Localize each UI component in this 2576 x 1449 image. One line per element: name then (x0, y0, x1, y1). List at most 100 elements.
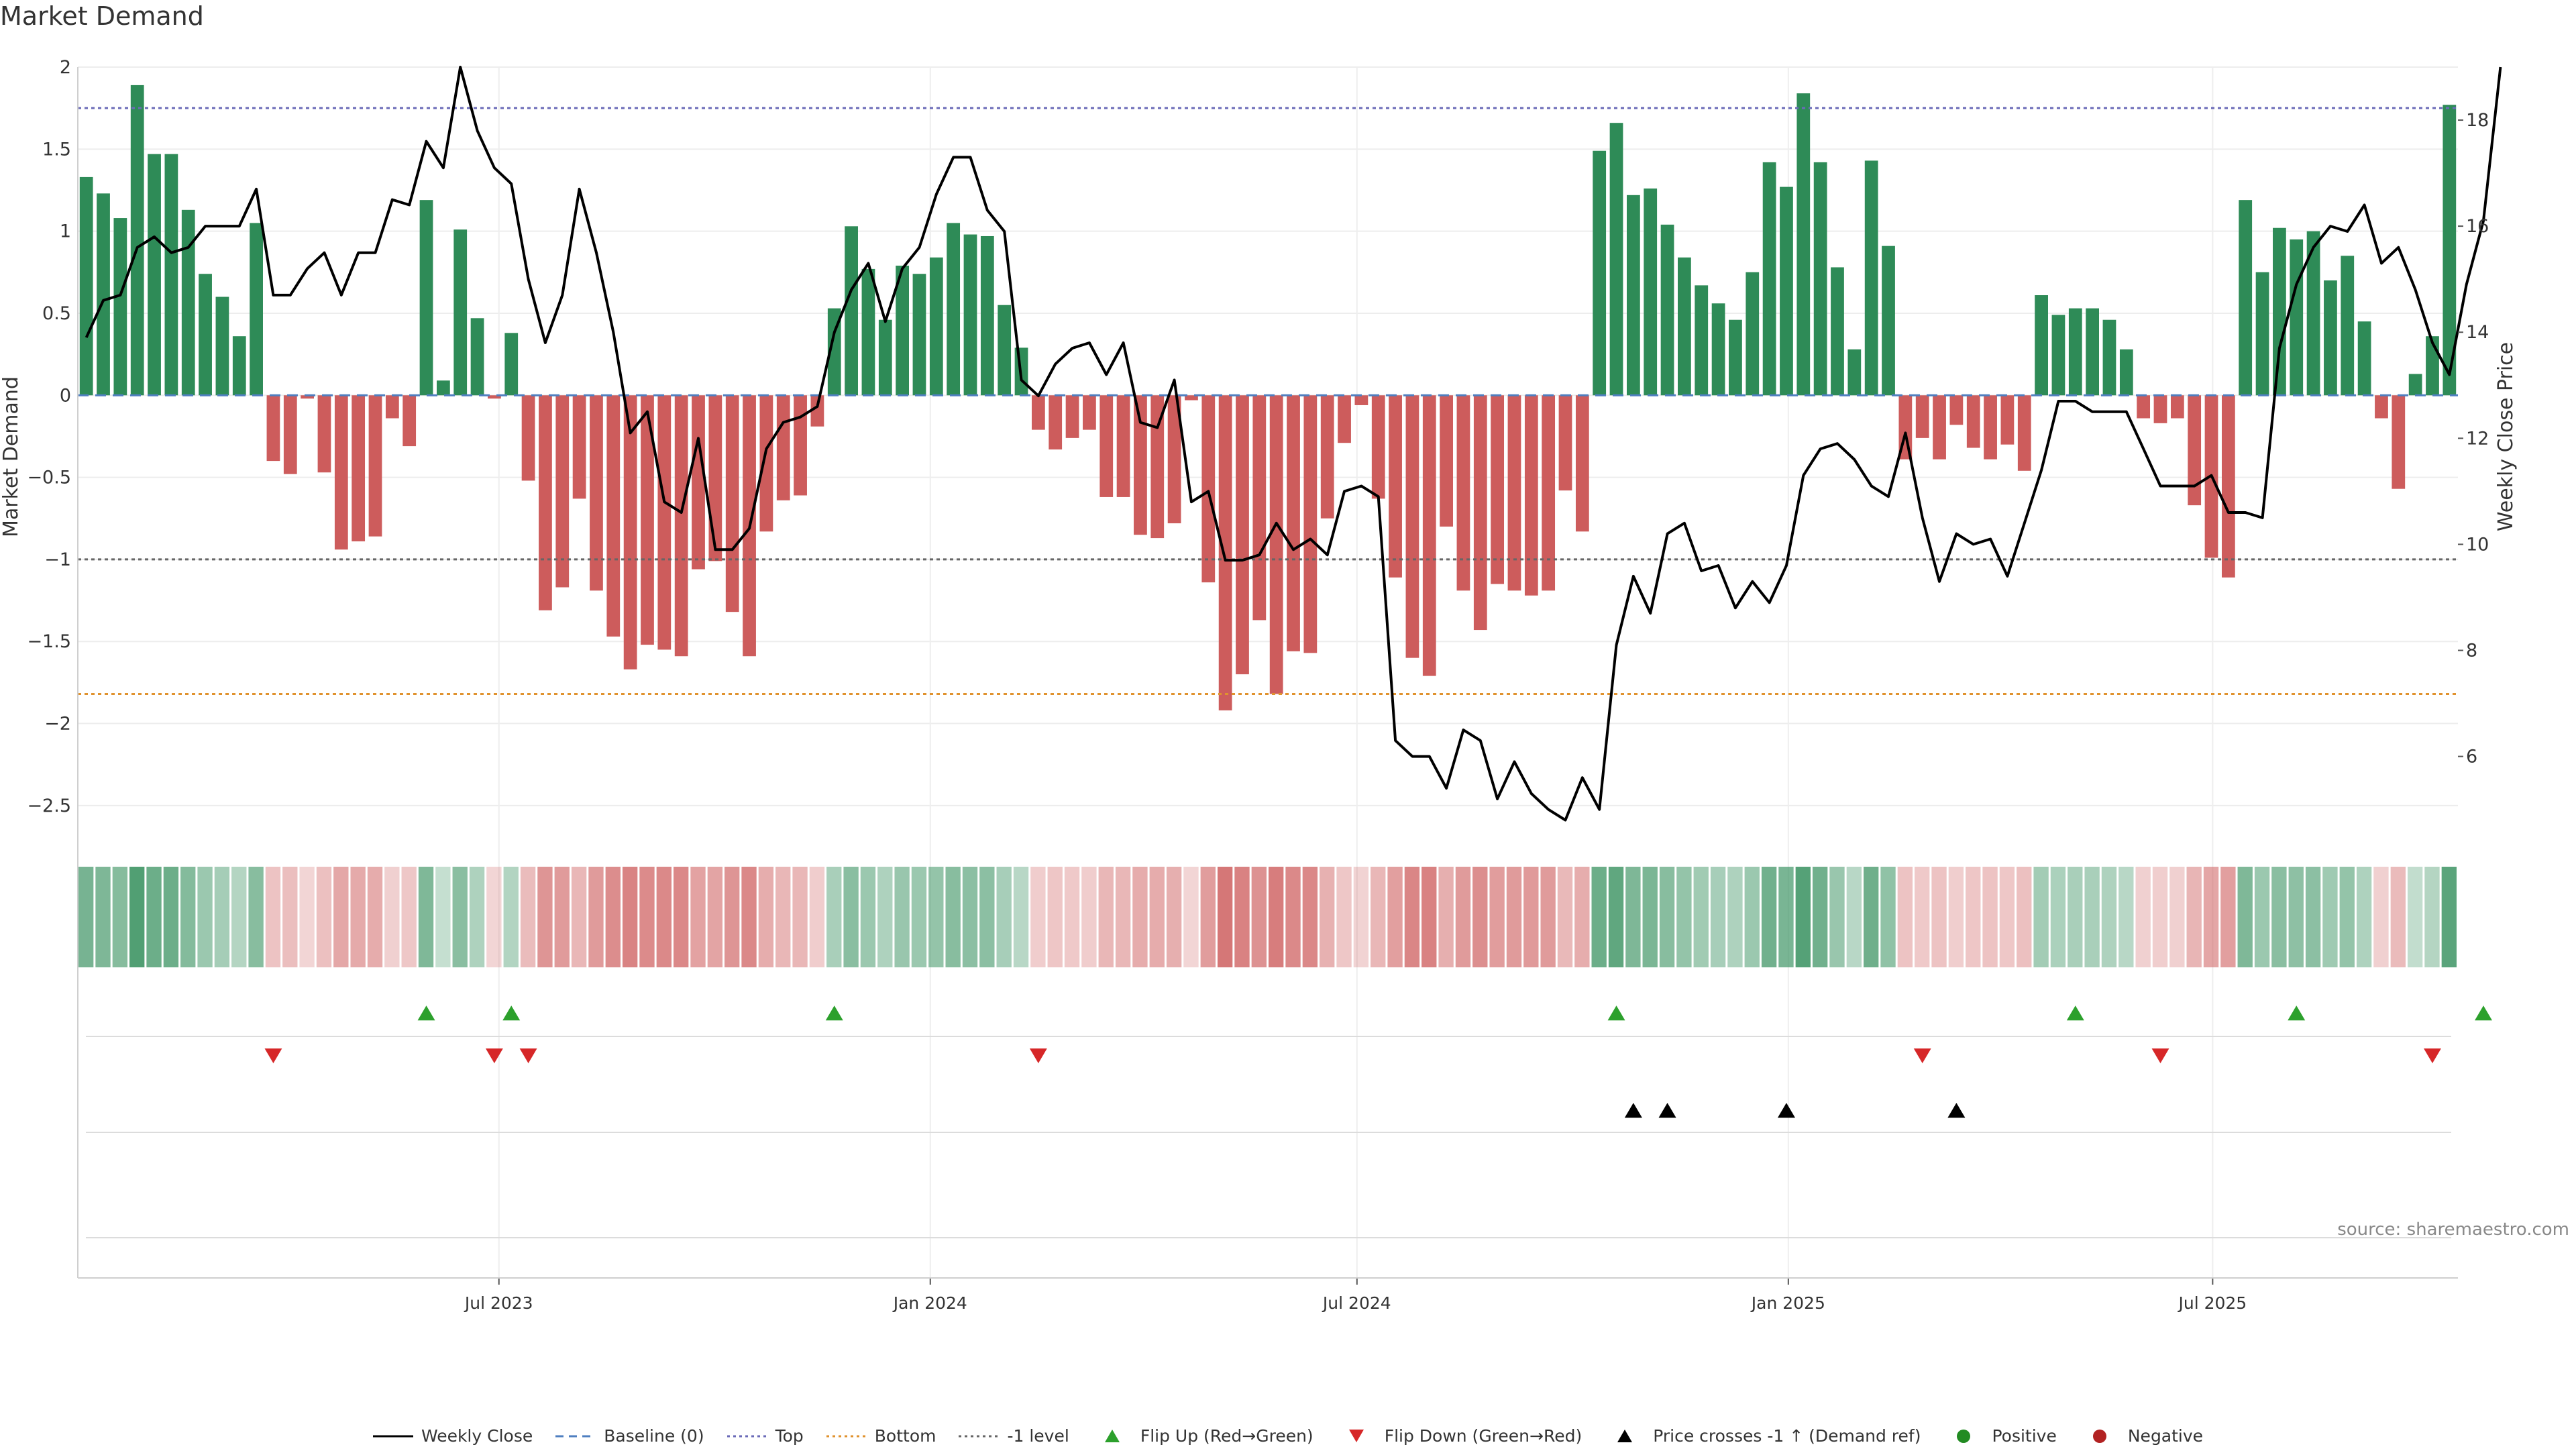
heat-strip-cell (2373, 867, 2389, 967)
y-axis-label: Market Demand (0, 376, 23, 537)
axes: 2 1.5 1 0.5 0 −0.5 −1 −1.5 −2 −2.5 Jul 2023 Jan 202… (0, 57, 2518, 1313)
flip-down-marker (2423, 1048, 2441, 1063)
heat-strip-cell (163, 867, 179, 967)
legend-label: Top (775, 1426, 804, 1446)
demand-bar (692, 395, 705, 570)
heat-strip-cell (775, 867, 791, 967)
heat-strip-cell (1320, 867, 1335, 967)
heat-strip-cell (503, 867, 519, 967)
demand-bar (2341, 256, 2355, 396)
demand-bar (521, 395, 535, 481)
heat-strip-cell (282, 867, 298, 967)
demand-bar (385, 395, 399, 419)
heat-strip-cell (1625, 867, 1641, 967)
price-cross-marker (1658, 1103, 1676, 1118)
heat-strip-cell (911, 867, 927, 967)
heat-strip-cell (877, 867, 893, 967)
demand-bar (1099, 395, 1114, 497)
legend-label: Flip Up (Red→Green) (1140, 1426, 1313, 1446)
demand-bar (352, 395, 366, 541)
heat-strip-cell (2101, 867, 2117, 967)
demand-bar (1984, 395, 1997, 460)
demand-bar (453, 229, 468, 396)
demand-bar (2221, 395, 2235, 578)
demand-bar (470, 318, 484, 396)
y-tick-label: 1 (60, 221, 71, 242)
demand-bar (79, 176, 93, 396)
demand-bar (1320, 395, 1334, 519)
y2-tick-label: 12 (2466, 428, 2489, 449)
legend-symbol (1605, 1428, 1645, 1445)
demand-bar (861, 268, 875, 396)
heat-strip-cell (1846, 867, 1862, 967)
demand-bar (1303, 395, 1318, 653)
demand-bar (215, 297, 229, 396)
y-tick-label: −2 (44, 714, 71, 735)
heat-strip-cell (333, 867, 349, 967)
heat-strip-cell (1761, 867, 1777, 967)
price-cross-marker (1624, 1103, 1642, 1118)
demand-bar (708, 395, 722, 561)
demand-bar (1167, 395, 1181, 524)
demand-bar (2035, 295, 2048, 396)
heat-strip-cell (2169, 867, 2185, 967)
demand-bar (1542, 395, 1556, 591)
heat-strip-cell (2050, 867, 2066, 967)
demand-bar (504, 333, 519, 396)
heat-strip-cell (1574, 867, 1590, 967)
demand-bar (232, 336, 246, 396)
heat-strip-cell (112, 867, 128, 967)
heat-strip-cell (1642, 867, 1658, 967)
demand-bar (980, 235, 994, 396)
demand-bar (725, 395, 739, 612)
legend-symbol (1092, 1428, 1132, 1445)
demand-bar (1915, 395, 1929, 438)
demand-bar (2375, 395, 2388, 419)
weekly-close-line (85, 66, 2502, 822)
heat-strip-cell (2271, 867, 2287, 967)
heat-strip-cell (95, 867, 111, 967)
heat-strip-cell (520, 867, 536, 967)
heat-strip-cell (1064, 867, 1080, 967)
heat-strip-cell (1829, 867, 1845, 967)
demand-bar (2188, 395, 2202, 506)
heat-strip-cell (1897, 867, 1913, 967)
legend-symbol (372, 1428, 413, 1445)
demand-bar (1593, 150, 1607, 396)
heat-strip-cell (2441, 867, 2457, 967)
demand-bar (1269, 395, 1283, 694)
y-tick-label: −1.5 (27, 631, 71, 652)
heat-strip-cell (690, 867, 706, 967)
heat-strip-cell (1438, 867, 1454, 967)
demand-bar (1116, 395, 1130, 497)
demand-bar (2392, 395, 2406, 489)
price-cross-marker (1777, 1103, 1795, 1118)
y2-tick-label: 6 (2466, 747, 2477, 767)
heat-strip-cell (1693, 867, 1709, 967)
demand-bar (1185, 395, 1198, 400)
demand-bar (1678, 257, 1691, 396)
y-tick-label: 1.5 (42, 139, 71, 160)
demand-bar (1236, 395, 1249, 675)
heat-strip-cell (2407, 867, 2423, 967)
heat-strip-cell (2068, 867, 2083, 967)
heat-strip-cell (1081, 867, 1097, 967)
demand-bar (1201, 395, 1216, 583)
heat-strip-cell (537, 867, 553, 967)
demand-bars (79, 85, 2457, 710)
heat-strip-cell (231, 867, 247, 967)
demand-bar (148, 154, 161, 396)
legend-item: Flip Down (Green→Red) (1336, 1426, 1582, 1446)
heat-strip-cell (674, 867, 689, 967)
demand-bar (1287, 395, 1300, 651)
heat-strip-cell (1030, 867, 1046, 967)
heat-strip-cell (1200, 867, 1216, 967)
heat-strip-cell (469, 867, 485, 967)
heat-strip-cell (1540, 867, 1556, 967)
demand-bar (368, 395, 382, 537)
heat-strip-cell (2424, 867, 2440, 967)
demand-bar (1847, 349, 1862, 396)
demand-bar (1252, 395, 1267, 621)
heat-strip-cell (180, 867, 196, 967)
heat-strip-cell (1744, 867, 1760, 967)
